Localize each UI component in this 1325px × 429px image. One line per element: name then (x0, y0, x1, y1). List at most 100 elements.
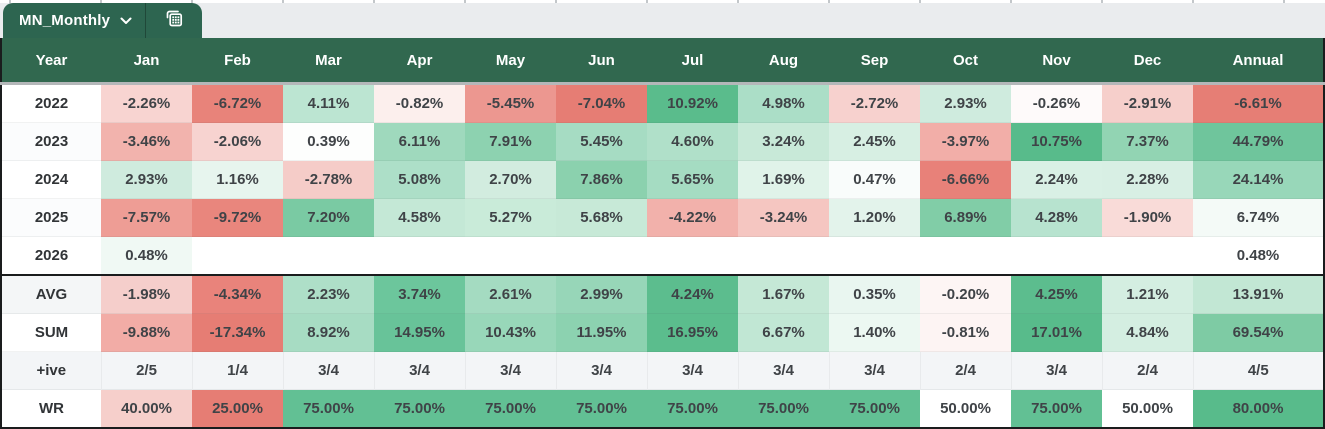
cell-ive-jun[interactable]: 3/4 (555, 351, 647, 390)
cell-2026-annual[interactable]: 0.48% (1193, 236, 1325, 275)
cell-2023-mar[interactable]: 0.39% (283, 122, 374, 161)
cell-wr-apr[interactable]: 75.00% (374, 389, 465, 429)
cell-2026-aug[interactable] (738, 236, 829, 275)
row-label-2022[interactable]: 2022 (0, 83, 101, 123)
cell-2022-mar[interactable]: 4.11% (283, 83, 374, 123)
cell-ive-may[interactable]: 3/4 (464, 351, 556, 390)
cell-2023-nov[interactable]: 10.75% (1011, 122, 1102, 161)
header-jan[interactable]: Jan (101, 38, 192, 85)
cell-avg-jan[interactable]: -1.98% (101, 274, 192, 314)
cell-avg-apr[interactable]: 3.74% (374, 274, 465, 314)
cell-ive-jul[interactable]: 3/4 (646, 351, 738, 390)
cell-avg-sep[interactable]: 0.35% (829, 274, 920, 314)
cell-2023-apr[interactable]: 6.11% (374, 122, 465, 161)
cell-sum-apr[interactable]: 14.95% (374, 313, 465, 352)
cell-2024-mar[interactable]: -2.78% (283, 160, 374, 199)
chevron-down-icon[interactable] (120, 17, 132, 25)
cell-sum-dec[interactable]: 4.84% (1102, 313, 1193, 352)
cell-ive-apr[interactable]: 3/4 (373, 351, 465, 390)
header-year[interactable]: Year (0, 38, 101, 85)
cell-2023-aug[interactable]: 3.24% (738, 122, 829, 161)
cell-2025-oct[interactable]: 6.89% (920, 198, 1011, 237)
cell-avg-feb[interactable]: -4.34% (192, 274, 283, 314)
cell-avg-annual[interactable]: 13.91% (1193, 274, 1325, 314)
cell-2022-nov[interactable]: -0.26% (1011, 83, 1102, 123)
cell-wr-annual[interactable]: 80.00% (1193, 389, 1325, 429)
cell-2025-sep[interactable]: 1.20% (829, 198, 920, 237)
cell-sum-oct[interactable]: -0.81% (920, 313, 1011, 352)
cell-2023-oct[interactable]: -3.97% (920, 122, 1011, 161)
cell-ive-sep[interactable]: 3/4 (828, 351, 920, 390)
cell-ive-aug[interactable]: 3/4 (737, 351, 829, 390)
cell-2022-oct[interactable]: 2.93% (920, 83, 1011, 123)
cell-2024-jul[interactable]: 5.65% (647, 160, 738, 199)
cell-2025-jun[interactable]: 5.68% (556, 198, 647, 237)
cell-ive-nov[interactable]: 3/4 (1010, 351, 1102, 390)
header-dec[interactable]: Dec (1102, 38, 1193, 85)
cell-2024-may[interactable]: 2.70% (465, 160, 556, 199)
cell-wr-may[interactable]: 75.00% (465, 389, 556, 429)
cell-sum-nov[interactable]: 17.01% (1011, 313, 1102, 352)
cell-ive-mar[interactable]: 3/4 (282, 351, 374, 390)
cell-wr-oct[interactable]: 50.00% (920, 389, 1011, 429)
cell-2023-feb[interactable]: -2.06% (192, 122, 283, 161)
cell-wr-jul[interactable]: 75.00% (647, 389, 738, 429)
tab-mn-monthly[interactable]: MN_Monthly (3, 3, 203, 38)
cell-2024-oct[interactable]: -6.66% (920, 160, 1011, 199)
cell-2024-apr[interactable]: 5.08% (374, 160, 465, 199)
cell-sum-jan[interactable]: -9.88% (101, 313, 192, 352)
cell-wr-jan[interactable]: 40.00% (101, 389, 192, 429)
cell-2023-sep[interactable]: 2.45% (829, 122, 920, 161)
cell-2022-jan[interactable]: -2.26% (101, 83, 192, 123)
cell-sum-feb[interactable]: -17.34% (192, 313, 283, 352)
cell-wr-mar[interactable]: 75.00% (283, 389, 374, 429)
header-aug[interactable]: Aug (738, 38, 829, 85)
cell-2023-jan[interactable]: -3.46% (101, 122, 192, 161)
header-mar[interactable]: Mar (283, 38, 374, 85)
header-jul[interactable]: Jul (647, 38, 738, 85)
cell-2022-jun[interactable]: -7.04% (556, 83, 647, 123)
cell-avg-jul[interactable]: 4.24% (647, 274, 738, 314)
cell-2026-dec[interactable] (1102, 236, 1193, 275)
cell-2022-sep[interactable]: -2.72% (829, 83, 920, 123)
cell-2023-annual[interactable]: 44.79% (1193, 122, 1325, 161)
cell-2022-apr[interactable]: -0.82% (374, 83, 465, 123)
cell-2025-mar[interactable]: 7.20% (283, 198, 374, 237)
header-apr[interactable]: Apr (374, 38, 465, 85)
cell-2024-aug[interactable]: 1.69% (738, 160, 829, 199)
cell-wr-dec[interactable]: 50.00% (1102, 389, 1193, 429)
cell-2024-nov[interactable]: 2.24% (1011, 160, 1102, 199)
cell-2022-aug[interactable]: 4.98% (738, 83, 829, 123)
cell-sum-jul[interactable]: 16.95% (647, 313, 738, 352)
row-label-2024[interactable]: 2024 (0, 160, 101, 199)
cell-2023-jul[interactable]: 4.60% (647, 122, 738, 161)
cell-ive-feb[interactable]: 1/4 (191, 351, 283, 390)
cell-2025-jan[interactable]: -7.57% (101, 198, 192, 237)
cell-2024-feb[interactable]: 1.16% (192, 160, 283, 199)
cell-2026-jan[interactable]: 0.48% (101, 236, 192, 275)
cell-2022-annual[interactable]: -6.61% (1193, 83, 1325, 123)
cell-2026-sep[interactable] (829, 236, 920, 275)
cell-2026-mar[interactable] (283, 236, 374, 275)
row-label-2026[interactable]: 2026 (0, 236, 101, 275)
cell-sum-mar[interactable]: 8.92% (283, 313, 374, 352)
cell-2026-oct[interactable] (920, 236, 1011, 275)
cell-2026-jun[interactable] (556, 236, 647, 275)
cell-wr-jun[interactable]: 75.00% (556, 389, 647, 429)
cell-2026-nov[interactable] (1011, 236, 1102, 275)
header-may[interactable]: May (465, 38, 556, 85)
cell-ive-jan[interactable]: 2/5 (100, 351, 192, 390)
cell-sum-may[interactable]: 10.43% (465, 313, 556, 352)
cell-ive-annual[interactable]: 4/5 (1192, 351, 1325, 390)
cell-2024-sep[interactable]: 0.47% (829, 160, 920, 199)
cell-2025-nov[interactable]: 4.28% (1011, 198, 1102, 237)
cell-avg-aug[interactable]: 1.67% (738, 274, 829, 314)
cell-avg-jun[interactable]: 2.99% (556, 274, 647, 314)
header-jun[interactable]: Jun (556, 38, 647, 85)
cell-ive-dec[interactable]: 2/4 (1101, 351, 1193, 390)
cell-2024-jan[interactable]: 2.93% (101, 160, 192, 199)
cell-2026-feb[interactable] (192, 236, 283, 275)
header-annual[interactable]: Annual (1193, 38, 1325, 85)
cell-2024-annual[interactable]: 24.14% (1193, 160, 1325, 199)
cell-avg-nov[interactable]: 4.25% (1011, 274, 1102, 314)
